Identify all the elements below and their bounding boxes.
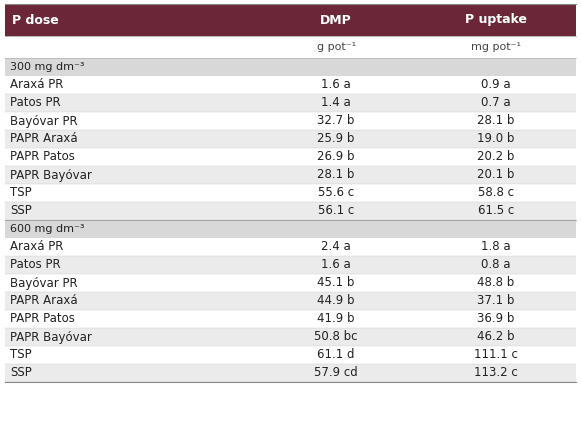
Bar (5, 346, 576, 364)
Text: 300 mg dm⁻³: 300 mg dm⁻³ (10, 62, 84, 72)
Bar (5, 202, 576, 220)
Bar (5, 94, 576, 112)
Bar (5, 58, 576, 76)
Text: 41.9 b: 41.9 b (317, 312, 355, 325)
Text: 57.9 cd: 57.9 cd (314, 367, 358, 379)
Text: 113.2 c: 113.2 c (474, 367, 518, 379)
Text: 25.9 b: 25.9 b (317, 133, 355, 145)
Text: Araxá PR: Araxá PR (10, 240, 63, 254)
Bar (5, 36, 576, 58)
Bar (5, 328, 576, 346)
Text: 32.7 b: 32.7 b (317, 114, 355, 127)
Text: P uptake: P uptake (465, 14, 527, 27)
Text: P dose: P dose (12, 14, 59, 27)
Bar (5, 130, 576, 148)
Text: 1.8 a: 1.8 a (481, 240, 511, 254)
Text: PAPR Araxá: PAPR Araxá (10, 294, 78, 307)
Text: PAPR Bayóvar: PAPR Bayóvar (10, 169, 92, 181)
Text: 48.8 b: 48.8 b (478, 276, 515, 290)
Text: PAPR Bayóvar: PAPR Bayóvar (10, 331, 92, 343)
Bar (5, 220, 576, 238)
Bar (5, 184, 576, 202)
Bar (5, 238, 576, 256)
Text: PAPR Patos: PAPR Patos (10, 312, 75, 325)
Text: 58.8 c: 58.8 c (478, 187, 514, 199)
Bar (5, 148, 576, 166)
Bar (5, 112, 576, 130)
Bar (5, 256, 576, 274)
Text: g pot⁻¹: g pot⁻¹ (317, 42, 356, 52)
Text: 46.2 b: 46.2 b (478, 331, 515, 343)
Bar (5, 76, 576, 94)
Text: Araxá PR: Araxá PR (10, 78, 63, 92)
Text: SSP: SSP (10, 367, 32, 379)
Text: 0.7 a: 0.7 a (481, 96, 511, 110)
Text: Patos PR: Patos PR (10, 96, 60, 110)
Text: 600 mg dm⁻³: 600 mg dm⁻³ (10, 224, 84, 234)
Bar (5, 4, 576, 36)
Text: 55.6 c: 55.6 c (318, 187, 354, 199)
Bar (5, 364, 576, 382)
Text: 36.9 b: 36.9 b (478, 312, 515, 325)
Text: Bayóvar PR: Bayóvar PR (10, 276, 78, 290)
Text: 50.8 bc: 50.8 bc (314, 331, 358, 343)
Bar (5, 166, 576, 184)
Bar (5, 292, 576, 310)
Text: TSP: TSP (10, 349, 31, 361)
Text: 0.8 a: 0.8 a (481, 258, 511, 272)
Text: 20.2 b: 20.2 b (478, 151, 515, 163)
Text: 1.4 a: 1.4 a (321, 96, 351, 110)
Text: PAPR Araxá: PAPR Araxá (10, 133, 78, 145)
Text: SSP: SSP (10, 205, 32, 218)
Text: 19.0 b: 19.0 b (478, 133, 515, 145)
Text: 28.1 b: 28.1 b (317, 169, 355, 181)
Bar (5, 310, 576, 328)
Text: Patos PR: Patos PR (10, 258, 60, 272)
Text: 26.9 b: 26.9 b (317, 151, 355, 163)
Text: 44.9 b: 44.9 b (317, 294, 355, 307)
Text: TSP: TSP (10, 187, 31, 199)
Text: 61.5 c: 61.5 c (478, 205, 514, 218)
Text: 1.6 a: 1.6 a (321, 78, 351, 92)
Text: 28.1 b: 28.1 b (478, 114, 515, 127)
Text: 56.1 c: 56.1 c (318, 205, 354, 218)
Text: 2.4 a: 2.4 a (321, 240, 351, 254)
Text: mg pot⁻¹: mg pot⁻¹ (471, 42, 521, 52)
Text: 61.1 d: 61.1 d (317, 349, 355, 361)
Text: 111.1 c: 111.1 c (474, 349, 518, 361)
Text: 1.6 a: 1.6 a (321, 258, 351, 272)
Text: 37.1 b: 37.1 b (478, 294, 515, 307)
Bar (5, 274, 576, 292)
Text: DMP: DMP (320, 14, 352, 27)
Text: PAPR Patos: PAPR Patos (10, 151, 75, 163)
Text: 20.1 b: 20.1 b (478, 169, 515, 181)
Text: Bayóvar PR: Bayóvar PR (10, 114, 78, 127)
Text: 45.1 b: 45.1 b (317, 276, 355, 290)
Text: 0.9 a: 0.9 a (481, 78, 511, 92)
